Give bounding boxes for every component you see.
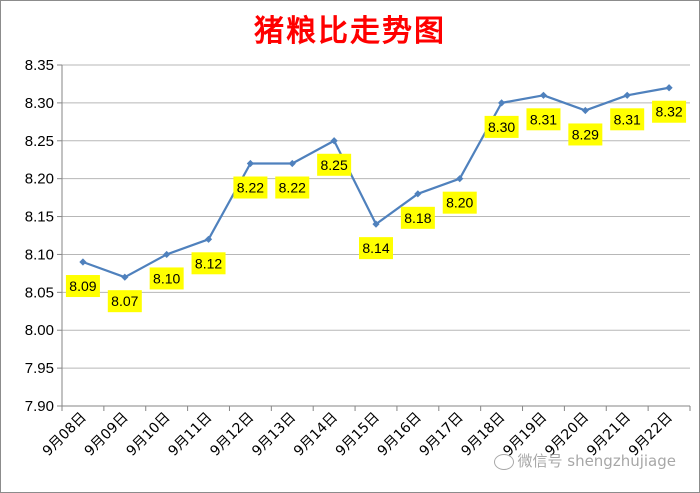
data-label: 8.18	[404, 210, 431, 226]
data-label-box	[526, 108, 561, 131]
data-label-box	[149, 267, 184, 290]
x-tick-label: 9月16日	[375, 410, 425, 460]
data-label: 8.10	[153, 270, 180, 286]
data-label-box	[65, 275, 100, 298]
data-point	[623, 91, 631, 99]
data-point	[456, 175, 464, 183]
gridlines	[62, 64, 690, 407]
y-tick-label: 8.15	[25, 209, 54, 226]
x-tick-label: 9月17日	[417, 410, 467, 460]
data-label: 8.14	[362, 240, 389, 256]
y-tick-label: 8.05	[25, 284, 54, 301]
x-tick-label: 9月08日	[40, 410, 90, 460]
data-point	[539, 91, 548, 99]
data-label: 8.12	[195, 255, 222, 271]
x-tick-label: 9月13日	[249, 410, 299, 460]
watermark-text: 微信号 shengzhujiage	[517, 452, 676, 470]
data-point	[288, 159, 296, 168]
y-tick-label: 8.30	[25, 95, 54, 112]
x-tick-label: 9月09日	[82, 410, 132, 460]
chart-title: 猪粮比走势图	[254, 14, 446, 49]
data-point	[330, 137, 338, 145]
series-line	[79, 84, 673, 281]
data-label-box	[107, 290, 142, 313]
data-label: 8.09	[69, 278, 96, 294]
y-tick-label: 8.25	[25, 133, 54, 150]
data-point	[121, 273, 129, 281]
data-point	[204, 235, 213, 243]
y-tick-labels: 7.90 7.95 8.00 8.05 8.10 8.15 8.20 8.25 8.30 8.35	[25, 57, 54, 415]
data-label: 8.07	[111, 293, 138, 309]
data-label-box	[484, 115, 519, 138]
data-label-box	[442, 191, 477, 214]
x-tick-label: 9月10日	[123, 410, 173, 460]
data-label: 8.22	[237, 180, 264, 196]
data-point	[79, 258, 87, 266]
data-point	[163, 250, 171, 259]
data-point	[665, 84, 673, 92]
data-point	[372, 220, 380, 228]
data-label: 8.22	[279, 180, 306, 196]
y-tick-label: 7.90	[25, 398, 54, 415]
x-tick-label: 9月11日	[165, 410, 215, 460]
data-label-box	[652, 100, 687, 123]
data-label: 8.31	[530, 111, 557, 127]
data-label: 8.31	[614, 111, 641, 127]
axes	[57, 64, 691, 411]
x-tick-label: 9月14日	[291, 410, 341, 460]
data-label-box	[317, 153, 352, 176]
data-point	[498, 99, 506, 107]
data-label-box	[233, 176, 268, 199]
data-point	[581, 106, 589, 115]
data-label: 8.30	[488, 119, 515, 135]
data-label-box	[275, 176, 310, 199]
y-tick-label: 8.00	[25, 322, 54, 339]
data-point	[414, 190, 422, 198]
data-labels: 8.09 8.07 8.10 8.12 8.22 8.22 8.25 8.14 8.18 8.20…	[65, 100, 687, 313]
wechat-icon	[494, 453, 515, 470]
watermark: 微信号 shengzhujiage	[494, 450, 676, 471]
x-tick-label: 9月15日	[333, 410, 383, 460]
y-tick-label: 8.20	[25, 171, 54, 188]
data-label-box	[610, 108, 645, 131]
data-label: 8.25	[321, 157, 348, 173]
y-tick-label: 8.35	[25, 57, 54, 74]
data-point	[246, 159, 254, 168]
y-tick-label: 8.10	[25, 246, 54, 263]
data-label-box	[400, 206, 435, 229]
data-label-box	[191, 252, 226, 275]
data-label-box	[359, 237, 393, 260]
y-tick-label: 7.95	[25, 360, 54, 377]
x-tick-label: 9月12日	[207, 410, 257, 460]
data-label: 8.29	[572, 126, 599, 142]
data-label-box	[568, 123, 603, 146]
data-label: 8.20	[446, 195, 473, 211]
data-label: 8.32	[655, 104, 682, 120]
